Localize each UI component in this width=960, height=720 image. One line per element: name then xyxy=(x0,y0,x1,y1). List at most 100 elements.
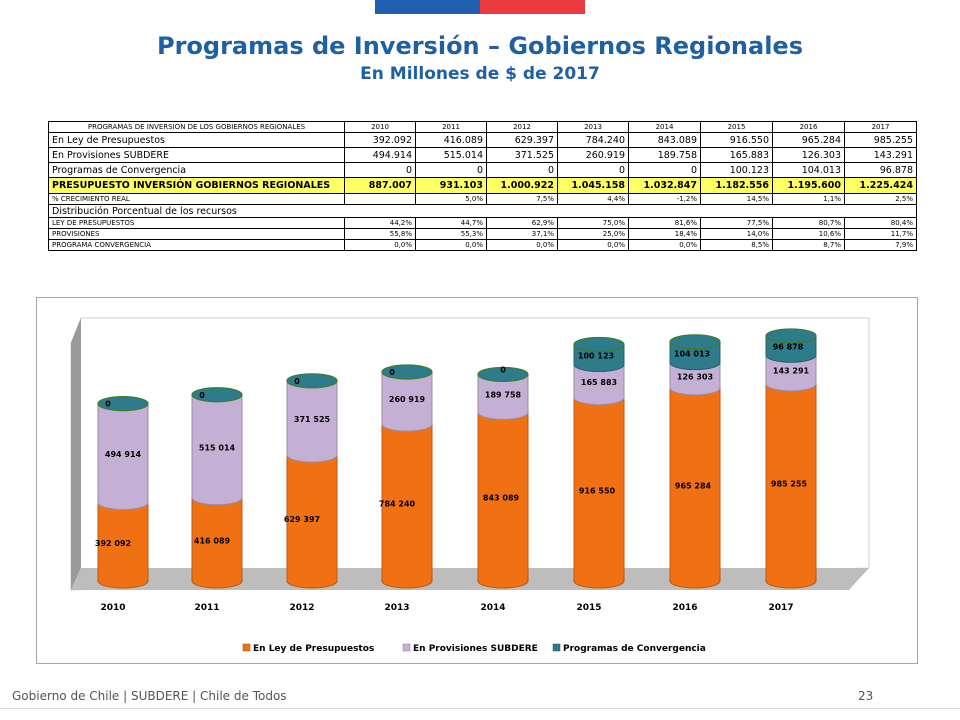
table-row: Programas de Convergencia 0 0 0 0 0 100.123 104… xyxy=(48,162,917,178)
table-header-year: 2010 xyxy=(344,121,416,133)
data-label-ley: 416 089 xyxy=(194,536,231,545)
table-cell: 392.092 xyxy=(344,132,416,148)
x-tick-label: 2012 xyxy=(289,603,314,613)
distribution-row: LEY DE PRESUPUESTOS 44,2% 44,7% 62,9% 75,0% 8… xyxy=(48,217,917,229)
bar-segment-0 xyxy=(669,387,721,589)
table-cell: 165.883 xyxy=(700,147,773,163)
bar-segment-1 xyxy=(97,403,149,511)
table-cell: 44,2% xyxy=(344,217,416,229)
table-cell: 7,9% xyxy=(844,239,917,251)
table-cell: 44,7% xyxy=(415,217,487,229)
table-cell xyxy=(344,193,416,205)
table-cell: 126.303 xyxy=(772,147,845,163)
data-label-ley: 916 550 xyxy=(579,486,616,495)
row-label: PROGRAMA CONVERGENCIA xyxy=(48,239,345,251)
data-label-ley: 392 092 xyxy=(95,539,131,548)
table-header-year: 2017 xyxy=(844,121,917,133)
table-cell: 55,8% xyxy=(344,228,416,240)
legend-swatch xyxy=(552,643,561,652)
bar-top-cap xyxy=(477,366,529,383)
legend-label: Programas de Convergencia xyxy=(563,644,706,654)
distribution-row: PROVISIONES 55,8% 55,3% 37,1% 25,0% 18,4% 14,0… xyxy=(48,228,917,240)
distribution-row: PROGRAMA CONVERGENCIA 0,0% 0,0% 0,0% 0,0% 0,0… xyxy=(48,239,917,251)
x-tick-label: 2013 xyxy=(384,603,409,613)
data-label-provisiones: 126 303 xyxy=(677,372,713,381)
table-cell: 8,7% xyxy=(772,239,845,251)
bar-segment-0 xyxy=(765,383,817,589)
data-label-provisiones: 371 525 xyxy=(294,415,331,424)
data-label-convergencia: 0 xyxy=(199,391,205,400)
table-cell: 62,9% xyxy=(486,217,558,229)
data-label-ley: 784 240 xyxy=(379,500,416,509)
table-cell: 0,0% xyxy=(344,239,416,251)
table-cell: 77,5% xyxy=(700,217,773,229)
table-row: PRESUPUESTO INVERSIÓN GOBIERNOS REGIONAL… xyxy=(48,177,917,194)
table-cell: 0 xyxy=(557,162,629,178)
footer-divider xyxy=(0,708,960,709)
table-cell: 55,3% xyxy=(415,228,487,240)
table-cell: 1.182.556 xyxy=(700,177,773,194)
bar-top-cap xyxy=(191,387,243,403)
table-cell: 1.195.600 xyxy=(772,177,845,194)
table-cell: 416.089 xyxy=(415,132,487,148)
table-cell: 887.007 xyxy=(344,177,416,194)
table-cell: 985.255 xyxy=(844,132,917,148)
table-cell: 494.914 xyxy=(344,147,416,163)
table-cell: 0 xyxy=(344,162,416,178)
table-cell: 0 xyxy=(486,162,558,178)
table-cell: -1,2% xyxy=(628,193,701,205)
legend-label: En Ley de Presupuestos xyxy=(253,644,374,654)
table-cell: 1.032.847 xyxy=(628,177,701,194)
table-cell: 75,0% xyxy=(557,217,629,229)
table-cell: 81,6% xyxy=(628,217,701,229)
data-label-convergencia: 0 xyxy=(105,400,111,409)
bar-top-cap xyxy=(381,364,433,380)
table-cell: 80,4% xyxy=(844,217,917,229)
row-label: PROVISIONES xyxy=(48,228,345,240)
bar-segment-0 xyxy=(286,454,338,589)
table-cell: 0,0% xyxy=(486,239,558,251)
row-label: Programas de Convergencia xyxy=(48,162,345,178)
investment-table: PROGRAMAS DE INVERSION DE LOS GOBIERNOS … xyxy=(48,121,917,251)
table-cell: 0 xyxy=(415,162,487,178)
data-label-provisiones: 165 883 xyxy=(581,378,617,387)
data-label-ley: 629 397 xyxy=(284,515,320,524)
table-cell: 629.397 xyxy=(486,132,558,148)
table-cell: 14,5% xyxy=(700,193,773,205)
stacked-bar-chart: 392 092 494 914 0 2010 416 089 515 014 0 2011 62… xyxy=(70,317,870,654)
bar-segment-2 xyxy=(573,343,625,372)
legend-swatch xyxy=(402,643,411,652)
data-label-convergencia: 0 xyxy=(294,377,300,386)
data-label-ley: 965 284 xyxy=(675,481,712,490)
table-cell: 189.758 xyxy=(628,147,701,163)
bar-top-cap xyxy=(765,328,817,344)
table-cell: 11,7% xyxy=(844,228,917,240)
data-label-convergencia: 100 123 xyxy=(578,352,614,361)
bar-top-cap xyxy=(286,373,338,389)
table-cell: 80,7% xyxy=(772,217,845,229)
data-label-convergencia: 104 013 xyxy=(674,349,710,358)
page-title: Programas de Inversión – Gobiernos Regio… xyxy=(157,32,803,60)
table-cell: 843.089 xyxy=(628,132,701,148)
chart-back-wall xyxy=(70,317,870,591)
chart-floor xyxy=(71,568,869,590)
data-label-provisiones: 494 914 xyxy=(105,450,142,459)
table-cell: 10,6% xyxy=(772,228,845,240)
table-row: En Ley de Presupuestos 392.092 416.089 629.… xyxy=(48,132,917,148)
table-cell: 1.000.922 xyxy=(486,177,558,194)
table-cell: 0,0% xyxy=(628,239,701,251)
table-header-row: PROGRAMAS DE INVERSION DE LOS GOBIERNOS … xyxy=(48,121,917,133)
table-header-label: PROGRAMAS DE INVERSION DE LOS GOBIERNOS … xyxy=(48,121,345,133)
table-cell: 0,0% xyxy=(557,239,629,251)
table-cell: 1.045.158 xyxy=(557,177,629,194)
data-label-ley: 985 255 xyxy=(771,479,808,488)
table-cell: 25,0% xyxy=(557,228,629,240)
bar-segment-1 xyxy=(573,364,625,406)
x-tick-label: 2015 xyxy=(576,603,601,613)
table-header-year: 2015 xyxy=(700,121,773,133)
bar-segment-1 xyxy=(669,362,721,396)
table-cell: 1,1% xyxy=(772,193,845,205)
data-label-convergencia: 0 xyxy=(389,368,395,377)
table-cell: 104.013 xyxy=(772,162,845,178)
data-label-provisiones: 260 919 xyxy=(389,395,426,404)
